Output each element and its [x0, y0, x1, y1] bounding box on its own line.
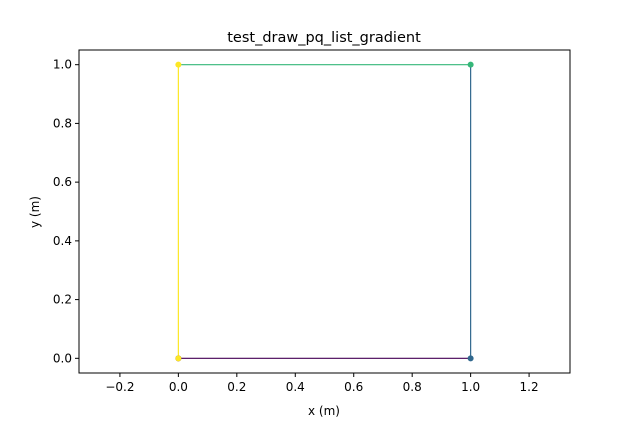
path-points — [175, 61, 474, 362]
path-point — [467, 355, 474, 362]
y-axis-label: y (m) — [28, 196, 42, 228]
path-segments — [177, 64, 472, 359]
y-axis-ticks: 0.0 0.2 0.4 0.6 0.8 1.0 — [53, 58, 79, 365]
y-tick-label: 0.2 — [53, 293, 72, 307]
plot-area-frame — [78, 49, 571, 374]
y-tick-label: 0.8 — [53, 116, 72, 130]
x-tick-label: −0.2 — [105, 380, 134, 394]
y-tick-label: 1.0 — [53, 58, 72, 72]
x-axis-label: x (m) — [308, 404, 340, 418]
x-tick-label: 0.6 — [344, 380, 363, 394]
path-point — [175, 355, 182, 362]
chart-title: test_draw_pq_list_gradient — [227, 30, 421, 46]
x-tick-label: 0.0 — [169, 380, 188, 394]
x-axis-ticks: −0.2 0.0 0.2 0.4 0.6 0.8 1.0 1.2 — [105, 373, 539, 394]
y-tick-label: 0.6 — [53, 175, 72, 189]
path-point — [175, 61, 182, 68]
x-tick-label: 0.2 — [227, 380, 246, 394]
y-tick-label: 0.4 — [53, 234, 72, 248]
x-tick-label: 0.4 — [286, 380, 305, 394]
x-tick-label: 1.0 — [461, 380, 480, 394]
path-point — [467, 61, 474, 68]
x-tick-label: 1.2 — [520, 380, 539, 394]
y-tick-label: 0.0 — [53, 351, 72, 365]
x-tick-label: 0.8 — [403, 380, 422, 394]
